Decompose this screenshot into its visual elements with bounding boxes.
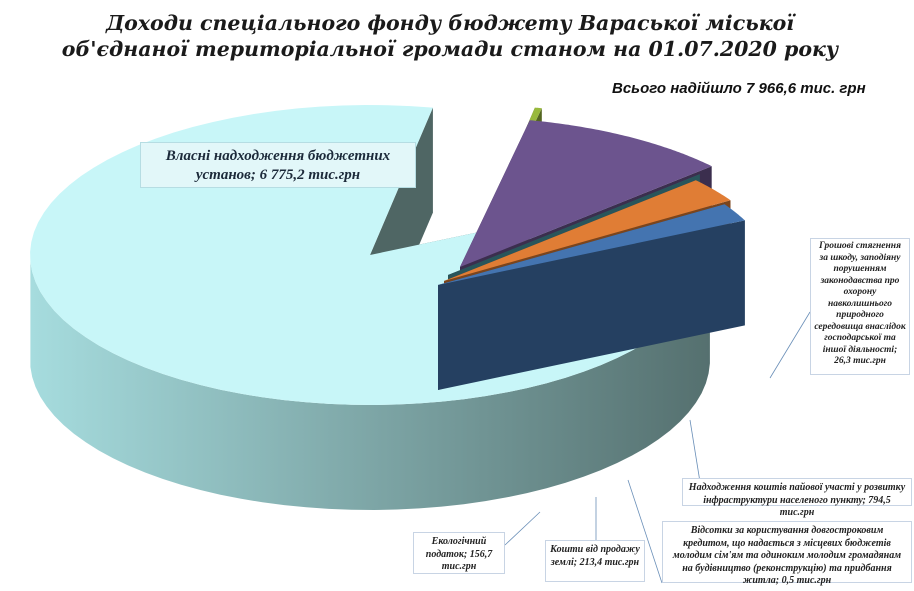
chart-title: Доходи спеціального фонду бюджету Варась… bbox=[61, 11, 839, 61]
label-eco-tax: Екологічний податок; 156,7 тис.грн bbox=[413, 532, 505, 574]
slice-wall bbox=[438, 220, 745, 390]
slice-side bbox=[30, 258, 710, 510]
total-label: Всього надійшло 7 966,6 тис. грн bbox=[612, 80, 866, 97]
label-equity-participation: Надходження коштів пайової участі у розв… bbox=[682, 478, 912, 518]
slice-top bbox=[438, 204, 745, 285]
leader-line-equity bbox=[689, 419, 701, 483]
slice-top bbox=[444, 180, 731, 281]
leader-line-interest bbox=[627, 479, 663, 584]
label-fines-text: Грошові стягнення за шкоду, заподіяну по… bbox=[814, 241, 906, 366]
slice-top bbox=[448, 174, 700, 275]
leader-lines bbox=[504, 311, 811, 584]
label-own-revenue: Власні надходження бюджетних установ; 6 … bbox=[140, 142, 416, 188]
label-land-sale: Кошти від продажу землі; 213,4 тис.грн bbox=[545, 540, 645, 582]
label-equity-participation-text: Надходження коштів пайової участі у розв… bbox=[688, 482, 906, 518]
pie-slice bbox=[438, 204, 745, 390]
label-loan-interest-text: Відсотки за користування довгостроковим … bbox=[672, 525, 902, 586]
slice-top bbox=[460, 120, 712, 267]
pie-slices bbox=[30, 105, 745, 510]
label-own-revenue-text: Власні надходження бюджетних установ; 6 … bbox=[165, 148, 391, 183]
label-land-sale-text: Кошти від продажу землі; 213,4 тис.грн bbox=[550, 544, 640, 568]
label-eco-tax-text: Екологічний податок; 156,7 тис.грн bbox=[425, 536, 493, 572]
leader-line-eco bbox=[504, 511, 541, 546]
label-fines: Грошові стягнення за шкоду, заподіяну по… bbox=[810, 238, 910, 375]
label-loan-interest: Відсотки за користування довгостроковим … bbox=[662, 521, 912, 586]
leader-line-fines bbox=[769, 311, 811, 379]
